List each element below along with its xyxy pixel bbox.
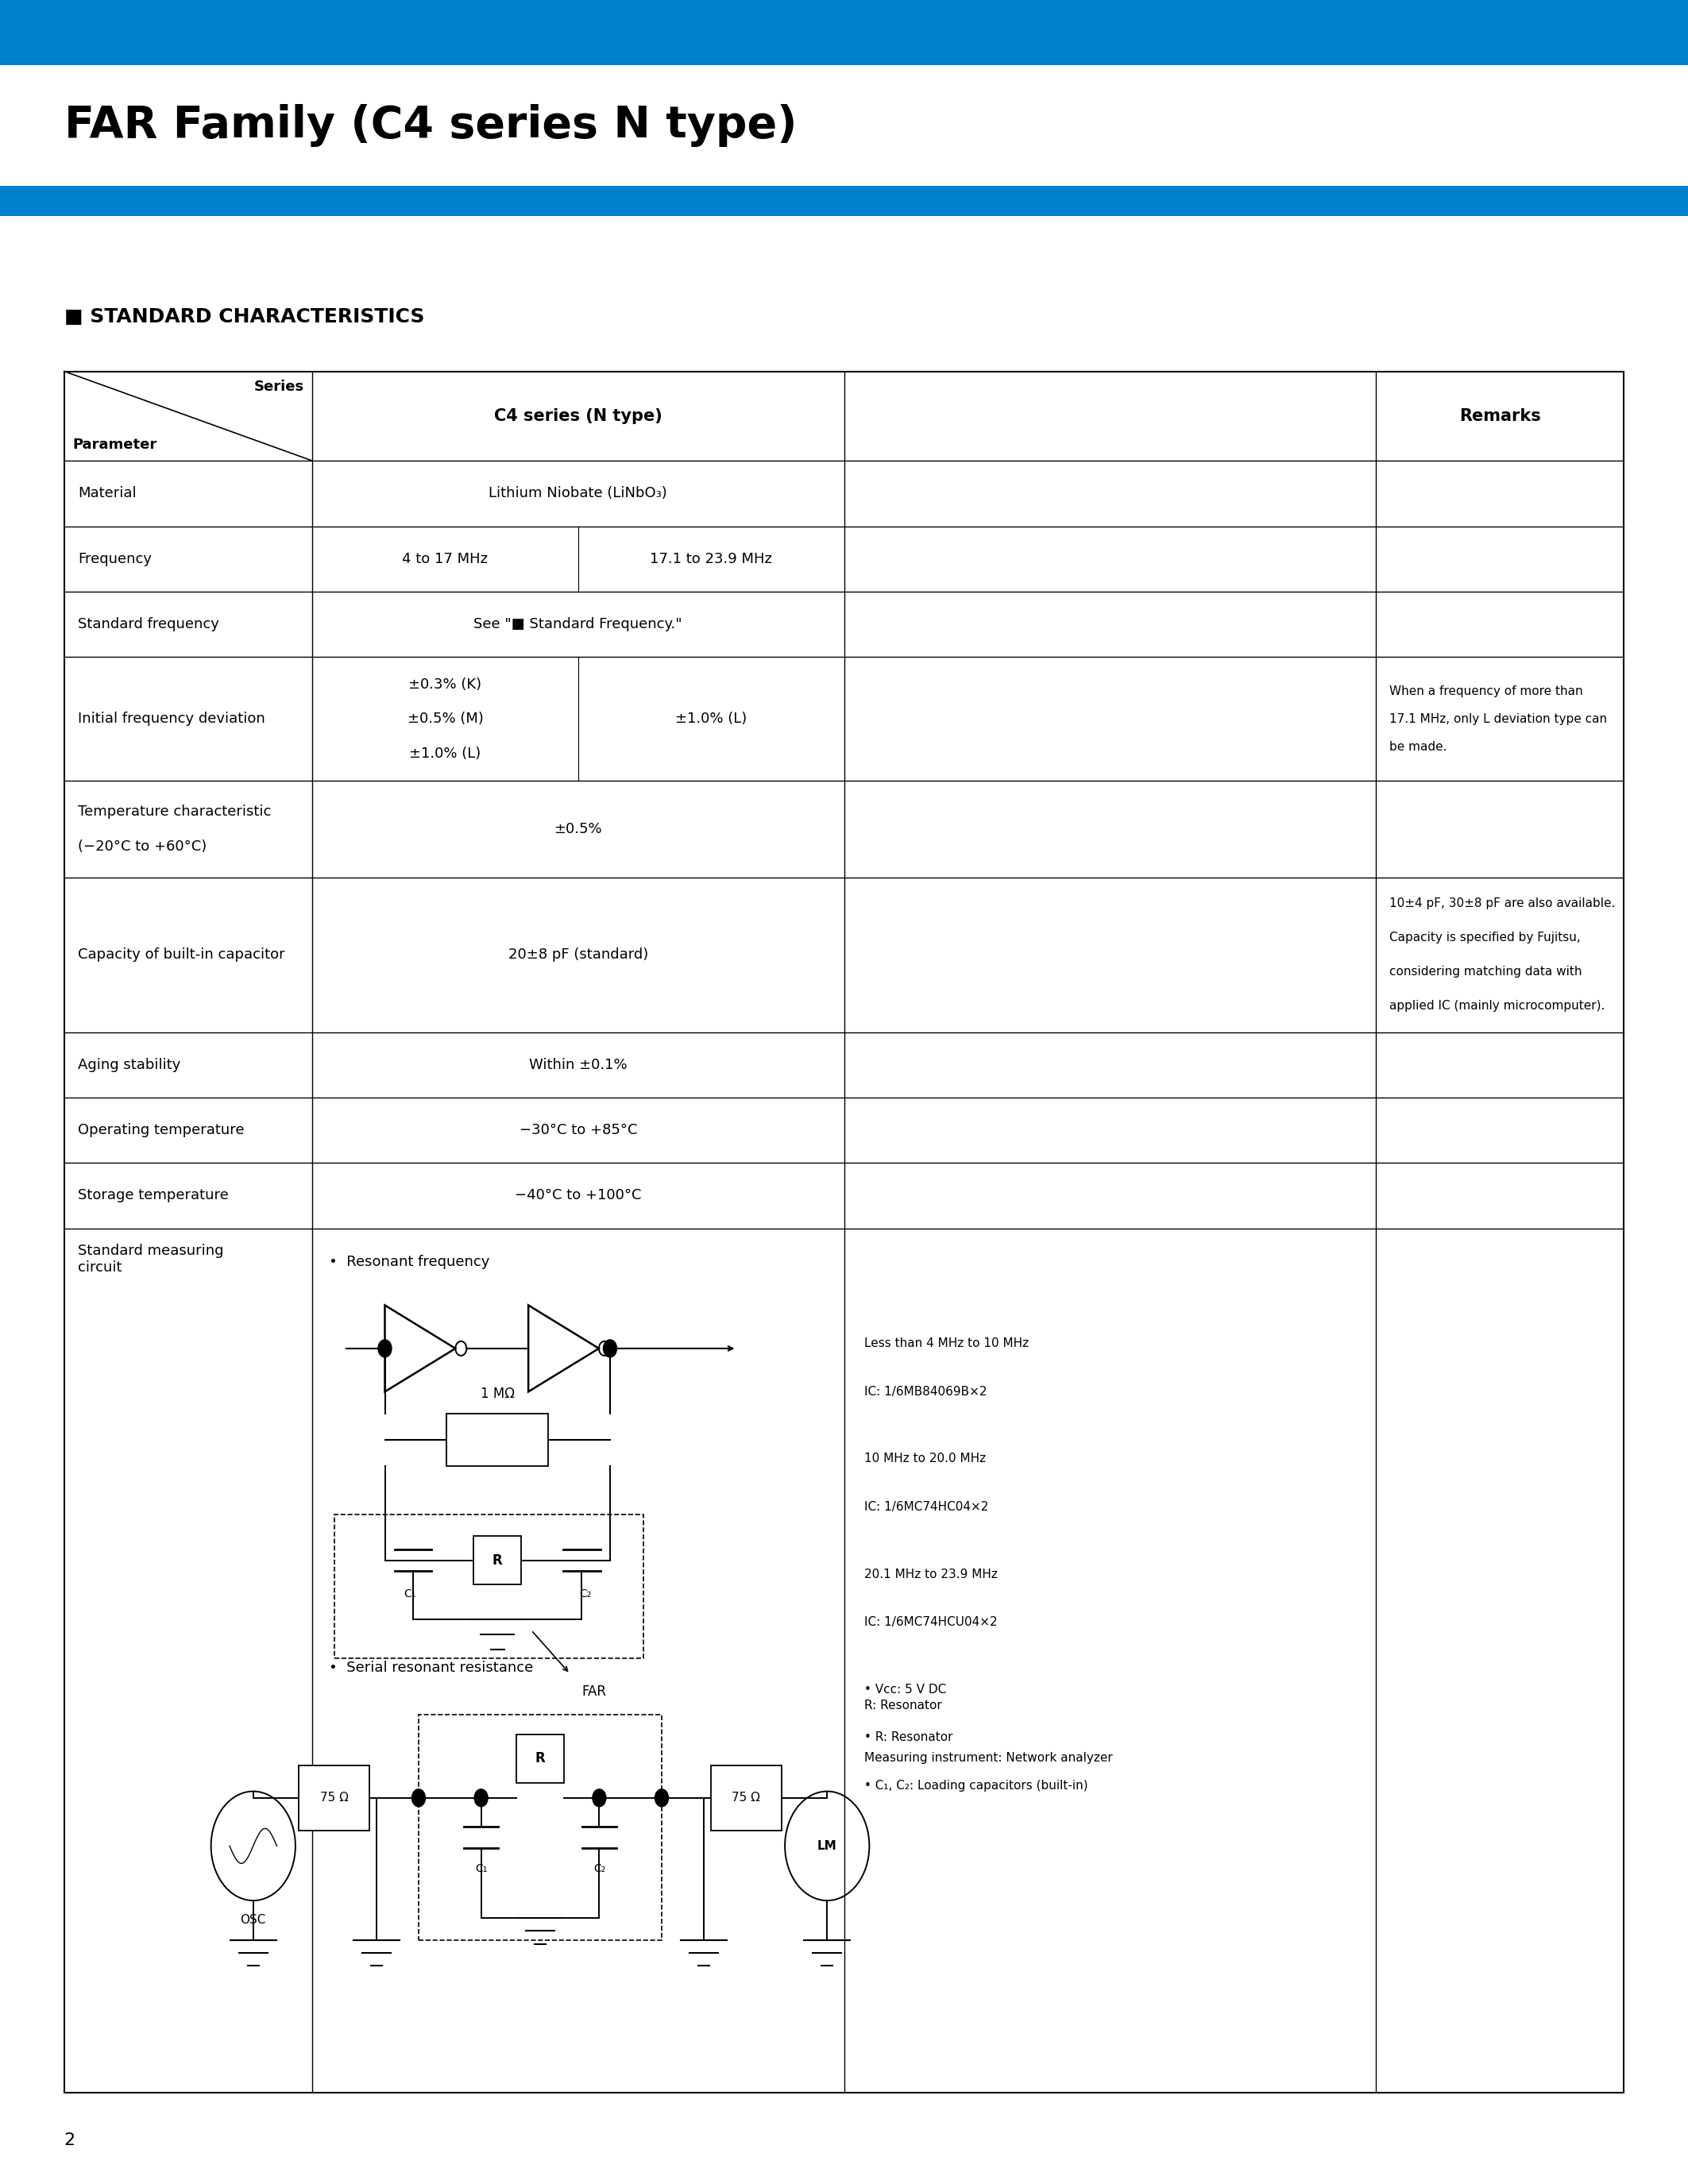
Circle shape xyxy=(655,1789,668,1806)
Text: Material: Material xyxy=(78,487,137,500)
Text: ±1.0% (L): ±1.0% (L) xyxy=(675,712,746,725)
Text: Standard measuring
circuit: Standard measuring circuit xyxy=(78,1243,223,1273)
Text: R: R xyxy=(493,1553,503,1568)
Text: When a frequency of more than: When a frequency of more than xyxy=(1389,686,1583,697)
Text: −40°C to +100°C: −40°C to +100°C xyxy=(515,1188,641,1203)
Text: Frequency: Frequency xyxy=(78,553,152,566)
Text: C₂: C₂ xyxy=(579,1588,591,1601)
Text: C₂: C₂ xyxy=(592,1863,606,1874)
Text: Less than 4 MHz to 10 MHz: Less than 4 MHz to 10 MHz xyxy=(864,1337,1028,1350)
Bar xyxy=(0,186,1688,216)
Text: Standard frequency: Standard frequency xyxy=(78,618,219,631)
Bar xyxy=(0,0,1688,66)
Text: Lithium Niobate (LiNbO₃): Lithium Niobate (LiNbO₃) xyxy=(490,487,667,500)
Bar xyxy=(419,1714,662,1939)
Bar xyxy=(711,1765,782,1830)
Text: See "■ Standard Frequency.": See "■ Standard Frequency." xyxy=(474,618,682,631)
Text: applied IC (mainly microcomputer).: applied IC (mainly microcomputer). xyxy=(1389,1000,1605,1011)
Text: R: R xyxy=(535,1752,545,1765)
Text: Capacity is specified by Fujitsu,: Capacity is specified by Fujitsu, xyxy=(1389,933,1580,943)
Bar xyxy=(64,371,1624,2092)
Text: Temperature characteristic: Temperature characteristic xyxy=(78,804,272,819)
Text: Remarks: Remarks xyxy=(1458,408,1541,424)
Text: Storage temperature: Storage temperature xyxy=(78,1188,228,1203)
Text: IC: 1/6MB84069B×2: IC: 1/6MB84069B×2 xyxy=(864,1385,987,1398)
Text: 20.1 MHz to 23.9 MHz: 20.1 MHz to 23.9 MHz xyxy=(864,1568,998,1579)
Text: −30°C to +85°C: −30°C to +85°C xyxy=(520,1123,636,1138)
Text: C₁: C₁ xyxy=(403,1588,415,1601)
Text: Within ±0.1%: Within ±0.1% xyxy=(528,1057,628,1072)
Text: •  Resonant frequency: • Resonant frequency xyxy=(329,1254,490,1269)
Text: ±1.0% (L): ±1.0% (L) xyxy=(410,747,481,760)
Text: 17.1 to 23.9 MHz: 17.1 to 23.9 MHz xyxy=(650,553,771,566)
Bar xyxy=(299,1765,370,1830)
Circle shape xyxy=(412,1789,425,1806)
Text: LM: LM xyxy=(817,1839,837,1852)
Text: R: Resonator: R: Resonator xyxy=(864,1699,942,1712)
Bar xyxy=(474,1535,522,1583)
Text: ■ STANDARD CHARACTERISTICS: ■ STANDARD CHARACTERISTICS xyxy=(64,308,424,325)
Text: •  Serial resonant resistance: • Serial resonant resistance xyxy=(329,1660,533,1675)
Text: Capacity of built-in capacitor: Capacity of built-in capacitor xyxy=(78,948,285,961)
Text: 4 to 17 MHz: 4 to 17 MHz xyxy=(402,553,488,566)
Text: 75 Ω: 75 Ω xyxy=(733,1791,760,1804)
Text: Series: Series xyxy=(253,380,304,395)
Text: 17.1 MHz, only L deviation type can: 17.1 MHz, only L deviation type can xyxy=(1389,712,1607,725)
Circle shape xyxy=(474,1789,488,1806)
Text: Measuring instrument: Network analyzer: Measuring instrument: Network analyzer xyxy=(864,1752,1112,1765)
Text: ±0.5% (M): ±0.5% (M) xyxy=(407,712,483,725)
Text: • R: Resonator: • R: Resonator xyxy=(864,1732,952,1743)
Text: 2: 2 xyxy=(64,2132,76,2149)
Text: 75 Ω: 75 Ω xyxy=(321,1791,348,1804)
Text: • Vcc: 5 V DC: • Vcc: 5 V DC xyxy=(864,1684,947,1695)
Text: be made.: be made. xyxy=(1389,740,1447,753)
Bar xyxy=(517,1734,564,1782)
Text: OSC: OSC xyxy=(240,1913,267,1926)
Text: Parameter: Parameter xyxy=(73,437,157,452)
Bar xyxy=(447,1413,549,1465)
Text: Aging stability: Aging stability xyxy=(78,1057,181,1072)
Text: 1 MΩ: 1 MΩ xyxy=(481,1387,515,1400)
Text: Operating temperature: Operating temperature xyxy=(78,1123,245,1138)
Text: 20±8 pF (standard): 20±8 pF (standard) xyxy=(508,948,648,961)
Text: IC: 1/6MC74HCU04×2: IC: 1/6MC74HCU04×2 xyxy=(864,1616,998,1627)
Text: 10 MHz to 20.0 MHz: 10 MHz to 20.0 MHz xyxy=(864,1452,986,1465)
Text: Initial frequency deviation: Initial frequency deviation xyxy=(78,712,265,725)
Text: IC: 1/6MC74HC04×2: IC: 1/6MC74HC04×2 xyxy=(864,1500,989,1514)
Text: C₁: C₁ xyxy=(474,1863,488,1874)
Text: FAR: FAR xyxy=(582,1684,606,1699)
Bar xyxy=(334,1514,643,1658)
Text: 10±4 pF, 30±8 pF are also available.: 10±4 pF, 30±8 pF are also available. xyxy=(1389,898,1615,909)
Circle shape xyxy=(592,1789,606,1806)
Text: considering matching data with: considering matching data with xyxy=(1389,965,1582,978)
Text: FAR Family (C4 series N type): FAR Family (C4 series N type) xyxy=(64,105,797,146)
Text: ±0.5%: ±0.5% xyxy=(554,821,603,836)
Text: C4 series (N type): C4 series (N type) xyxy=(495,408,662,424)
Text: ±0.3% (K): ±0.3% (K) xyxy=(408,677,481,692)
Circle shape xyxy=(603,1339,616,1356)
Text: (−20°C to +60°C): (−20°C to +60°C) xyxy=(78,839,206,854)
Text: • C₁, C₂: Loading capacitors (built-in): • C₁, C₂: Loading capacitors (built-in) xyxy=(864,1780,1089,1791)
Circle shape xyxy=(378,1339,392,1356)
Bar xyxy=(0,66,1688,186)
